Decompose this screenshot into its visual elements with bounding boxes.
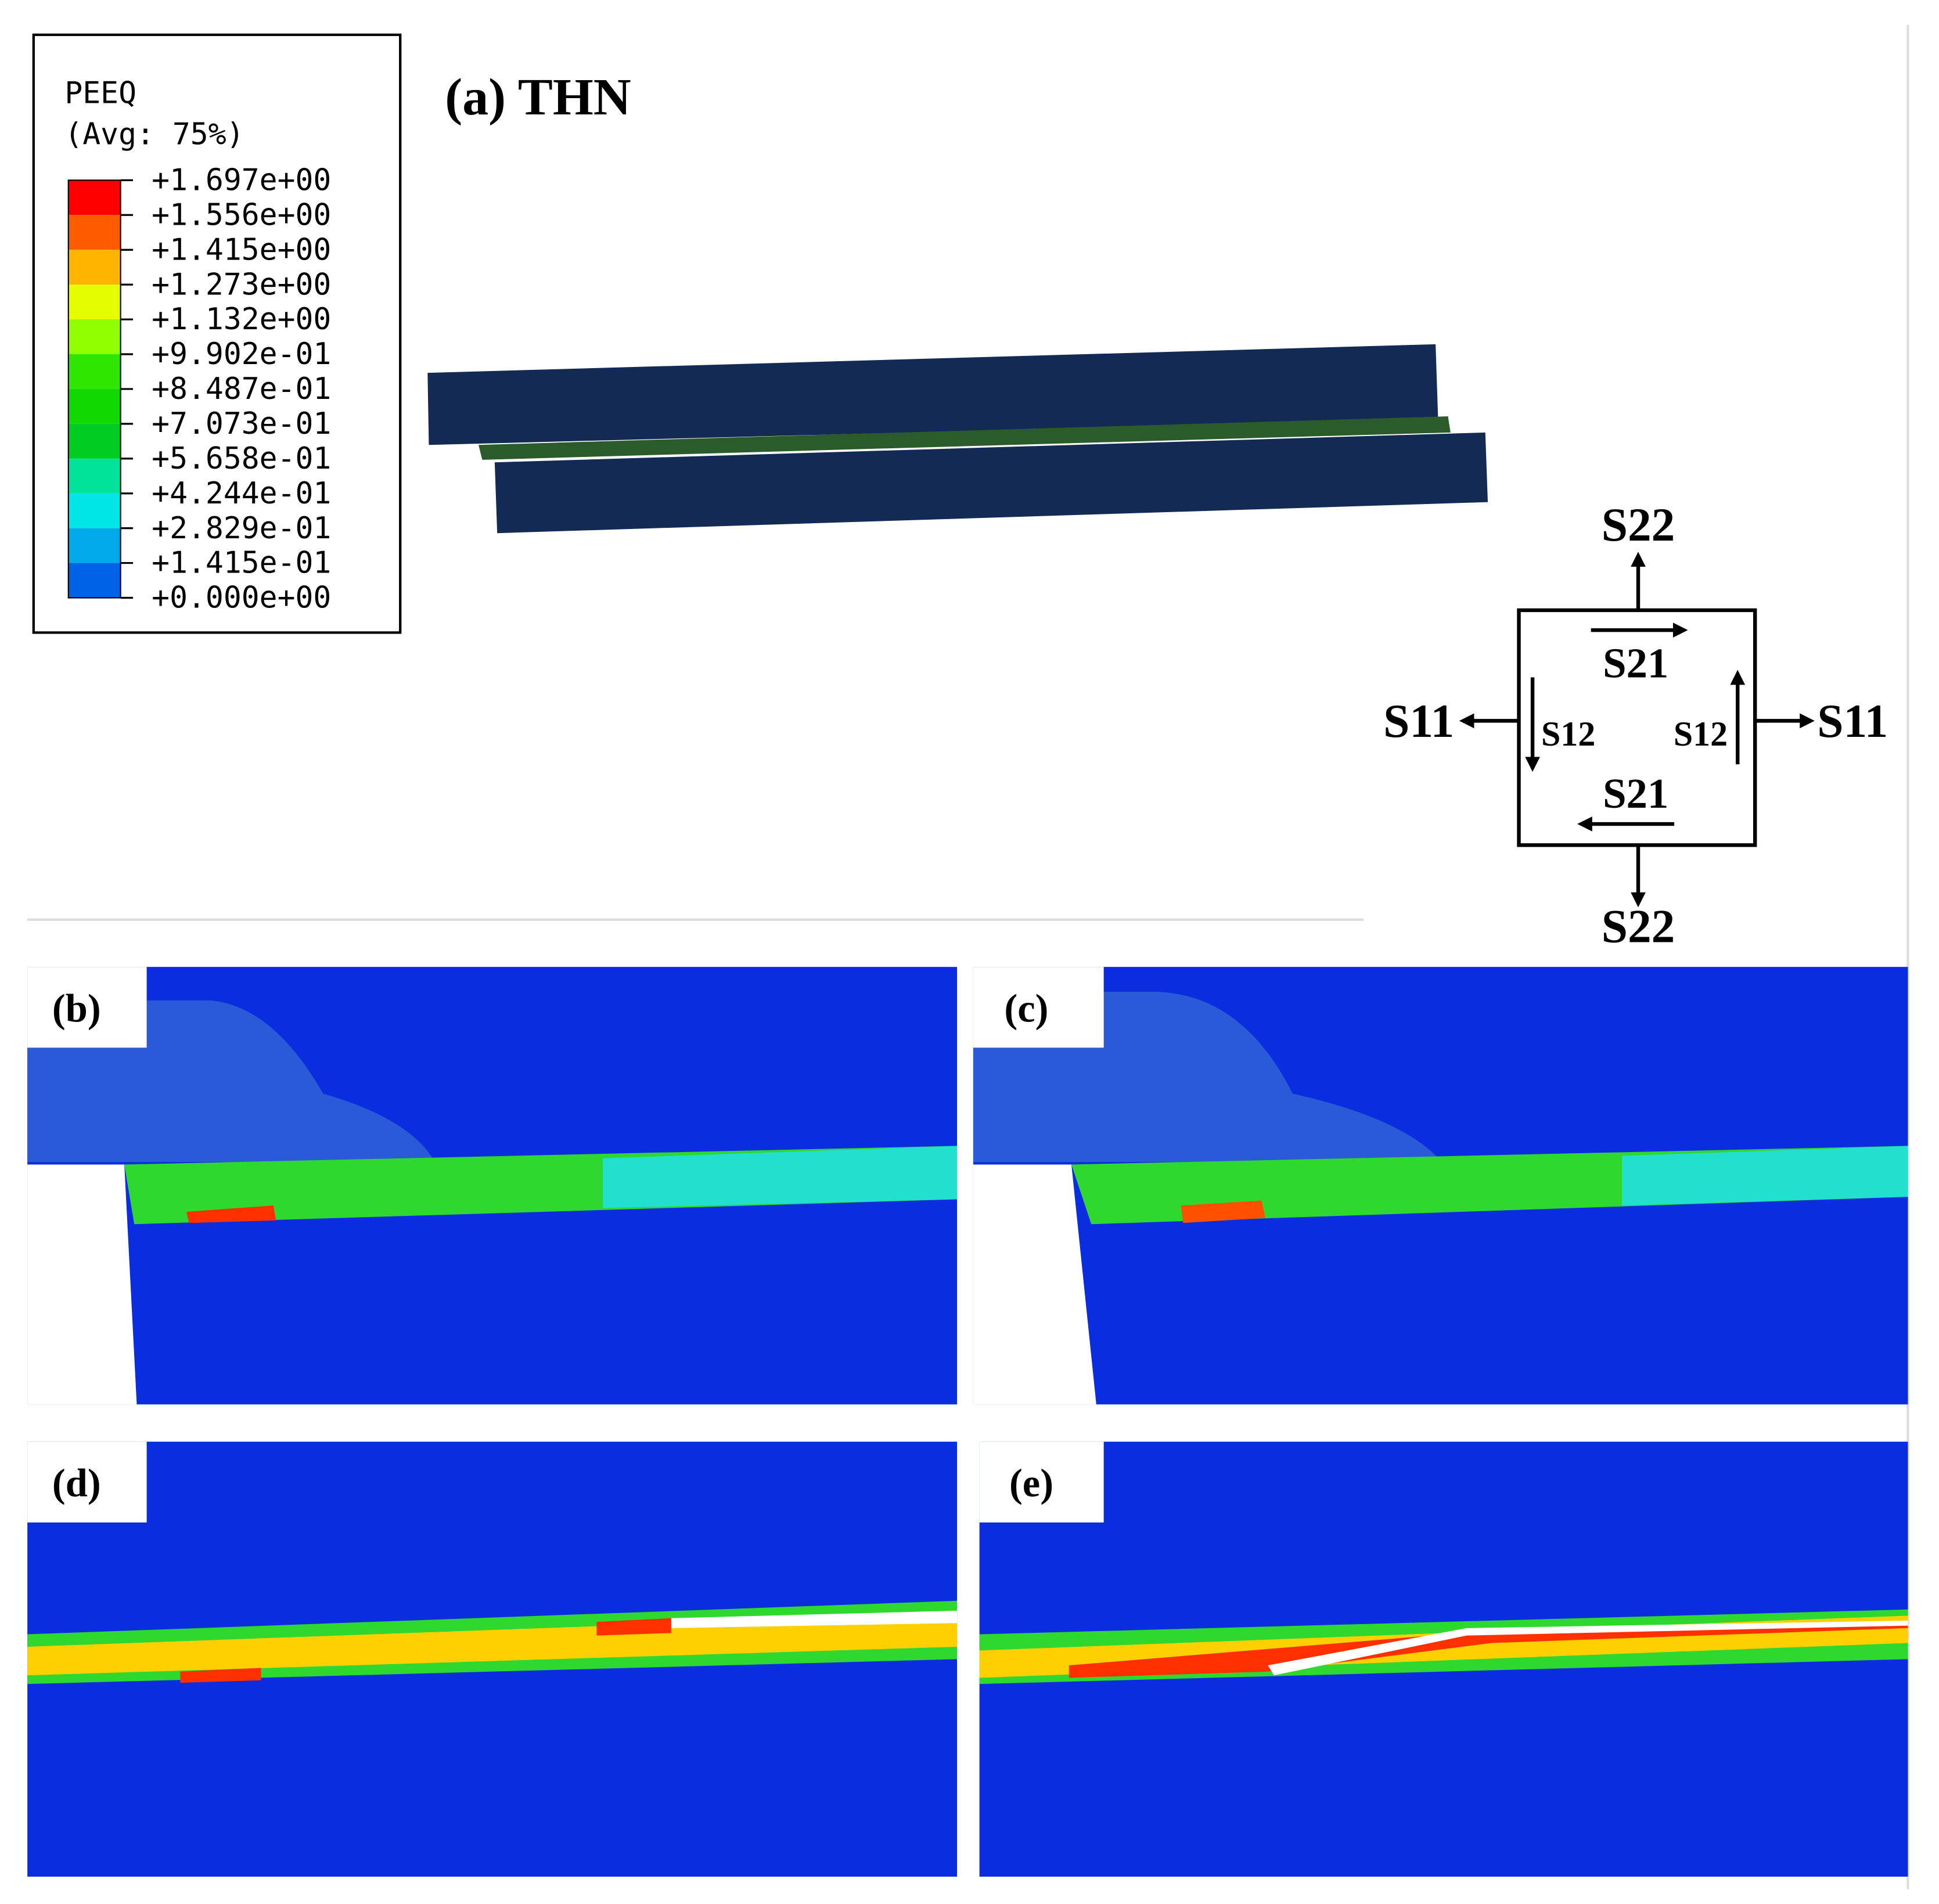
arrowhead	[1577, 816, 1592, 832]
damage	[596, 1618, 671, 1636]
arrowhead	[1631, 892, 1646, 908]
legend-swatch	[68, 388, 121, 424]
legend-label: +9.902e-01	[152, 337, 331, 372]
upper-plate	[427, 344, 1438, 445]
arrowhead	[1459, 713, 1474, 729]
legend-swatch	[68, 563, 121, 598]
legend-label: +2.829e-01	[152, 511, 331, 546]
stress-label: S22	[1602, 900, 1675, 952]
lower-plate	[494, 432, 1488, 534]
panel-label: (b)	[52, 986, 101, 1030]
legend-swatch	[68, 285, 121, 320]
gap	[973, 1164, 1096, 1405]
stress-label: S11	[1383, 695, 1454, 747]
arrowhead	[1631, 552, 1646, 567]
stress-label: S21	[1603, 770, 1668, 817]
arrowhead	[1525, 757, 1540, 772]
damage	[1181, 1200, 1265, 1223]
adhesive-cyan	[1622, 1146, 1908, 1206]
mesh-panel	[427, 344, 1488, 534]
panel-label: (a) THN	[445, 69, 631, 126]
legend-label: +1.556e+00	[152, 197, 331, 232]
crack	[1268, 1621, 1908, 1676]
arrowheads	[1459, 552, 1815, 908]
label-bg	[27, 967, 147, 1048]
stress-label: S12	[1674, 715, 1728, 753]
legend-label: +7.073e-01	[152, 406, 331, 441]
panel-label: (e)	[1009, 1461, 1053, 1505]
arrowhead	[1672, 622, 1688, 638]
contour-panel	[27, 967, 958, 1405]
legend-subtitle: (Avg: 75%)	[64, 117, 244, 152]
legend-swatch	[68, 354, 121, 389]
adhesive-cyan	[603, 1146, 958, 1208]
legend-title: PEEQ	[64, 76, 136, 111]
legend-label: +5.658e-01	[152, 441, 331, 476]
stress-label: S22	[1602, 499, 1675, 551]
legend-swatch	[68, 493, 121, 528]
stress-label: S21	[1603, 639, 1668, 686]
stress-element	[1469, 562, 1805, 898]
stress-label: S12	[1541, 715, 1595, 753]
legend-swatch	[68, 215, 121, 250]
legend-swatch	[68, 250, 121, 285]
damage	[186, 1205, 276, 1223]
adhesive-yellow	[27, 1613, 958, 1676]
gap	[27, 1164, 137, 1405]
legend-swatch	[68, 180, 121, 215]
coarse-region	[973, 991, 1442, 1162]
legend-label: +1.273e+00	[152, 267, 331, 302]
arrowhead	[1730, 670, 1746, 685]
label-bg	[979, 1441, 1104, 1523]
legend-swatch	[68, 528, 121, 563]
label-bg	[27, 1441, 147, 1523]
panel-label: (d)	[52, 1461, 101, 1505]
damage	[180, 1668, 261, 1683]
adhesive-layer	[479, 416, 1451, 460]
legend-label: +0.000e+00	[152, 581, 331, 616]
legend-swatch	[68, 423, 121, 459]
legend-label: +1.415e-01	[152, 546, 331, 581]
label-bg	[973, 967, 1104, 1048]
legend: +1.697e+00+1.556e+00+1.415e+00+1.273e+00…	[67, 163, 331, 616]
contour-panel	[979, 1441, 1908, 1877]
stress-label: S11	[1817, 695, 1888, 747]
legend-label: +1.415e+00	[152, 232, 331, 267]
legend-label: +4.244e-01	[152, 476, 331, 511]
contour-panel	[27, 1441, 958, 1877]
legend-swatch	[68, 458, 121, 494]
panel-label: (c)	[1004, 986, 1048, 1030]
arrowhead	[1800, 713, 1815, 729]
legend-label: +8.487e-01	[152, 372, 331, 406]
coarse-region	[27, 1000, 436, 1162]
contour-panel	[973, 967, 1908, 1405]
legend-label: +1.697e+00	[152, 163, 331, 197]
legend-label: +1.132e+00	[152, 302, 331, 337]
crack	[671, 1610, 958, 1628]
legend-swatch	[68, 319, 121, 354]
